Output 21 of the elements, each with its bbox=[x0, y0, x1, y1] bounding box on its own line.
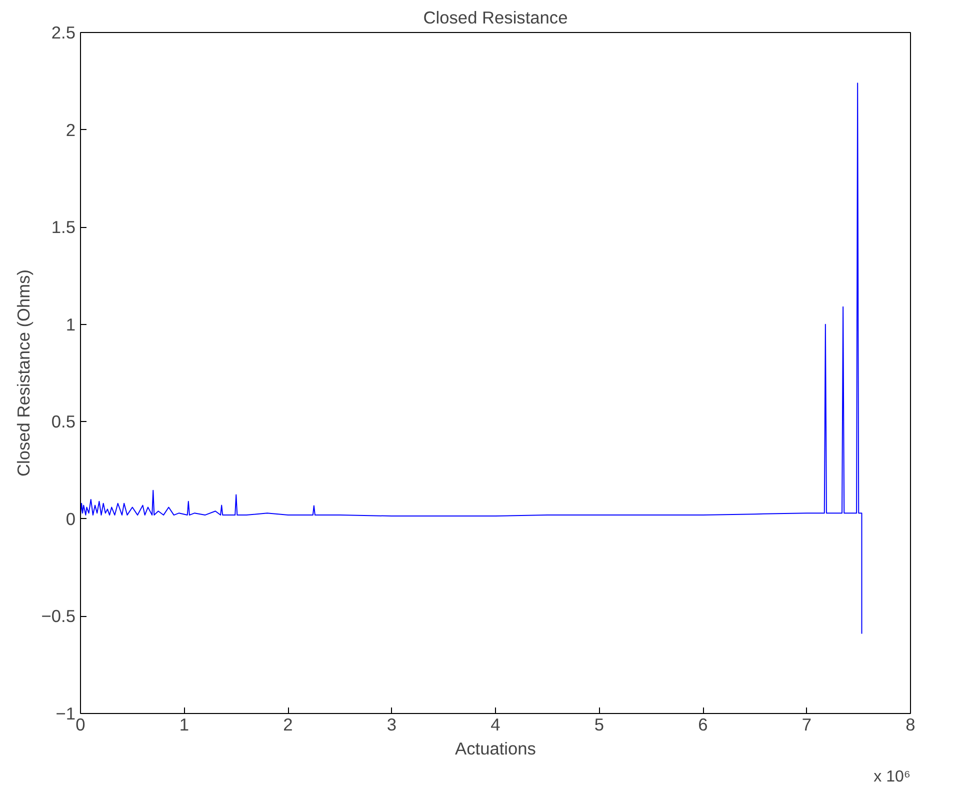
x-tick-label: 5 bbox=[594, 714, 604, 734]
y-tick-label: 2 bbox=[66, 120, 76, 140]
y-tick-label: 0.5 bbox=[51, 412, 76, 432]
y-axis-title: Closed Resistance (Ohms) bbox=[13, 269, 34, 477]
chart-title: Closed Resistance bbox=[423, 8, 568, 28]
x-tick-label: 7 bbox=[802, 714, 812, 734]
y-tick-label: −1 bbox=[56, 704, 76, 724]
line-series bbox=[80, 82, 862, 634]
y-tick-label: −0.5 bbox=[41, 606, 76, 626]
y-tick-label: 1 bbox=[66, 314, 76, 334]
y-tick-label: 2.5 bbox=[51, 22, 76, 42]
y-tick-label: 0 bbox=[66, 508, 76, 529]
text: x 10⁶ bbox=[874, 768, 910, 786]
x-axis-title: Actuations bbox=[455, 738, 536, 758]
x-tick-label: 8 bbox=[906, 714, 916, 734]
x-tick-label: 4 bbox=[490, 714, 501, 734]
x-tick-label: 3 bbox=[386, 714, 397, 734]
x-tick-label: 2 bbox=[283, 714, 293, 734]
x-tick-label: 1 bbox=[179, 714, 190, 734]
x-tick-label: 6 bbox=[698, 714, 708, 734]
y-tick-label: 1.5 bbox=[51, 217, 76, 238]
